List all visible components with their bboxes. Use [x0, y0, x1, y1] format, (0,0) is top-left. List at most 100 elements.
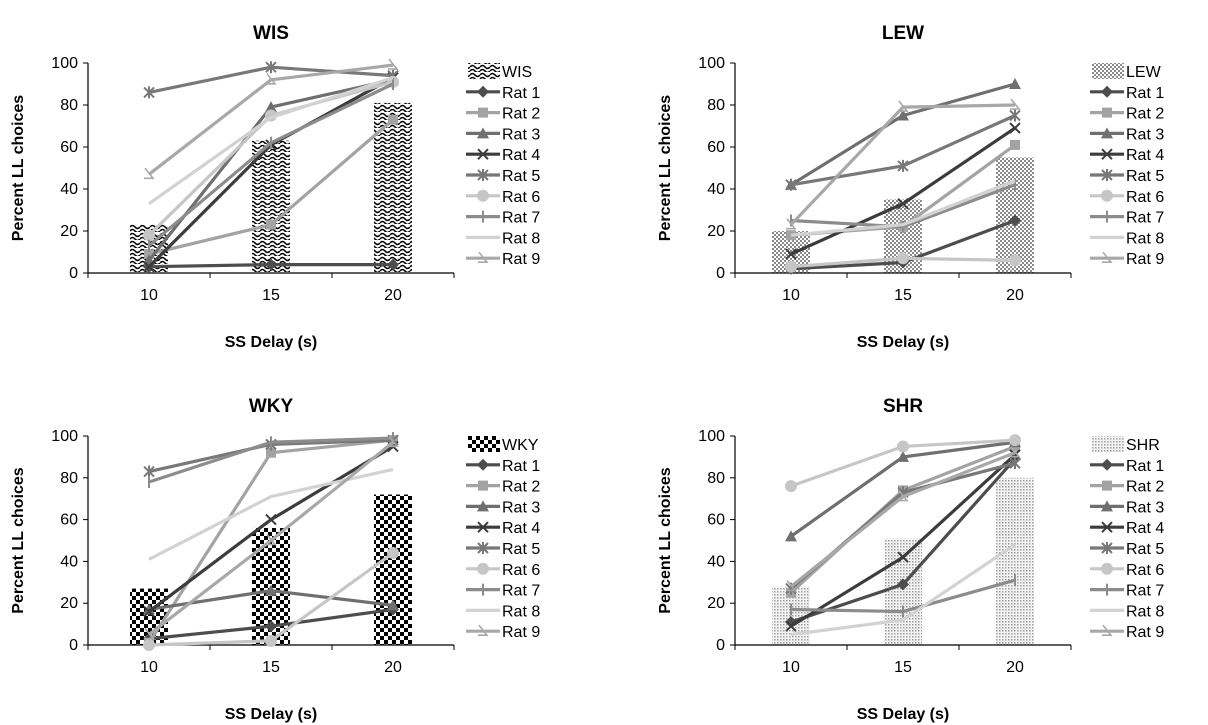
- data-point: [266, 219, 276, 230]
- legend-marker: [1101, 85, 1113, 98]
- series-line: [790, 543, 1016, 637]
- data-point: [265, 634, 277, 647]
- y-tick-label: 60: [707, 512, 725, 529]
- legend-label: Rat 8: [502, 603, 540, 620]
- legend: WKY Rat 1 Rat 2 Rat 3 Rat 4 Rat 5 Rat 6 Rat 7 Ra…: [466, 436, 540, 641]
- legend-label: Rat 9: [502, 251, 540, 268]
- legend-label: WIS: [502, 64, 532, 81]
- data-point: [897, 450, 909, 462]
- legend-label: Rat 7: [502, 583, 540, 600]
- bar-15: [884, 538, 922, 645]
- legend-label: Rat 6: [502, 562, 540, 579]
- legend-marker: [1102, 624, 1113, 636]
- data-point: [143, 229, 155, 242]
- data-point: [265, 513, 277, 526]
- y-tick-label: 20: [60, 595, 78, 612]
- data-point: [897, 252, 909, 265]
- series-rat-9: [144, 435, 399, 640]
- data-point: [143, 260, 155, 273]
- y-tick-label: 60: [60, 139, 78, 156]
- y-tick-label: 20: [60, 223, 78, 240]
- y-tick-label: 0: [69, 265, 78, 282]
- y-tick-label: 20: [707, 223, 725, 240]
- y-axis-label: Percent LL choices: [657, 467, 674, 614]
- data-point: [1009, 449, 1021, 461]
- legend-label: Rat 3: [502, 126, 540, 143]
- y-axis-label: Percent LL choices: [10, 95, 27, 242]
- legend-label: Rat 9: [1126, 624, 1164, 641]
- data-point: [266, 73, 277, 85]
- legend-label: Rat 4: [1126, 147, 1164, 164]
- legend-swatch-bar: [468, 63, 500, 79]
- legend-marker: [1102, 251, 1113, 263]
- legend-marker: [1101, 542, 1113, 554]
- bar-20: [374, 494, 412, 645]
- series-rat-7: [148, 432, 394, 488]
- series-rat-8: [148, 76, 394, 206]
- data-point: [388, 435, 399, 448]
- x-axis-label: SS Delay (s): [857, 706, 949, 723]
- bar-20: [374, 102, 412, 274]
- legend-label: Rat 3: [1126, 126, 1164, 143]
- y-tick-label: 80: [60, 470, 78, 487]
- series-rat-9: [786, 446, 1021, 592]
- legend-label: Rat 8: [1126, 603, 1164, 620]
- legend-label: Rat 7: [1126, 210, 1164, 227]
- data-point: [143, 605, 155, 618]
- data-point: [785, 530, 797, 542]
- data-point: [898, 100, 909, 112]
- series-rat-4: [785, 449, 1021, 632]
- y-tick-label: 20: [707, 595, 725, 612]
- y-axis-label: Percent LL choices: [10, 467, 27, 614]
- y-tick-label: 40: [60, 553, 78, 570]
- x-tick-label: 10: [140, 287, 158, 304]
- legend: LEW Rat 1 Rat 2 Rat 3 Rat 4 Rat 5 Rat 6 Rat 7 Ra…: [1090, 63, 1164, 268]
- legend-marker: [1101, 562, 1113, 575]
- legend-marker: [477, 169, 489, 181]
- legend-label: Rat 8: [502, 230, 540, 247]
- data-point: [785, 178, 797, 191]
- data-point: [265, 101, 277, 113]
- y-tick-label: 0: [69, 637, 78, 654]
- chart-title: WKY: [249, 396, 294, 417]
- x-axis-label: SS Delay (s): [225, 334, 317, 351]
- legend-marker: [477, 189, 489, 202]
- data-point: [1009, 78, 1021, 89]
- x-tick-label: 15: [894, 287, 912, 304]
- legend-label: Rat 2: [1126, 106, 1164, 123]
- data-point: [144, 249, 154, 260]
- y-axis-label: Percent LL choices: [657, 95, 674, 242]
- legend-marker: [477, 562, 489, 575]
- legend-label: Rat 1: [502, 85, 540, 102]
- legend-label: LEW: [1126, 64, 1162, 81]
- legend-marker: [478, 624, 489, 636]
- legend-label: Rat 3: [1126, 499, 1164, 516]
- series-line: [148, 467, 394, 561]
- data-point: [143, 465, 155, 478]
- bar-15: [252, 140, 290, 273]
- legend-marker: [477, 458, 489, 471]
- legend-label: Rat 3: [502, 499, 540, 516]
- x-tick-label: 20: [384, 287, 402, 304]
- data-point: [387, 258, 399, 271]
- legend-marker: [477, 85, 489, 98]
- y-tick-label: 40: [60, 181, 78, 198]
- legend-label: Rat 5: [1126, 541, 1164, 558]
- x-tick-label: 10: [782, 659, 800, 676]
- data-point: [785, 620, 797, 632]
- series-rat-8: [148, 467, 394, 561]
- y-tick-label: 40: [707, 553, 725, 570]
- legend-marker: [1102, 107, 1112, 118]
- y-tick-label: 100: [51, 428, 78, 445]
- data-point: [897, 159, 909, 172]
- legend-marker: [1101, 521, 1113, 533]
- legend-label: Rat 1: [1126, 458, 1164, 475]
- series-rat-4: [785, 122, 1021, 260]
- data-point: [897, 109, 909, 121]
- chart-panel-wky: WKY 0 20 40 60 80 100 10 15 20 SS Delay (s) Percent…: [10, 396, 540, 723]
- data-point: [786, 579, 797, 592]
- series-rat-6: [785, 434, 1021, 493]
- x-tick-label: 15: [262, 659, 280, 676]
- legend: WIS Rat 1 Rat 2 Rat 3 Rat 4 Rat 5 Rat 6 Rat 7 Ra…: [466, 63, 540, 268]
- legend-swatch-bar: [468, 436, 500, 452]
